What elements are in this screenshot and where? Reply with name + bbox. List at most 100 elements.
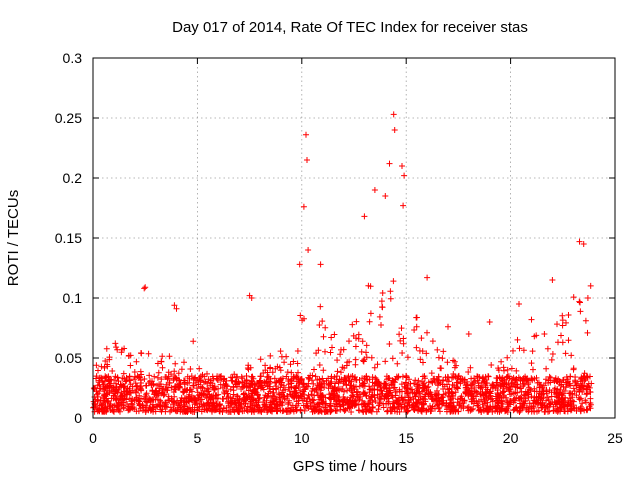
y-tick-label: 0 [74,410,82,426]
data-point [360,357,367,364]
data-point [434,401,441,408]
data-point [379,290,386,296]
data-point [313,386,320,393]
data-point [231,401,238,408]
data-point [378,298,385,305]
data-point [477,391,484,398]
data-point [435,405,442,412]
data-point [534,379,541,386]
data-point [403,373,410,380]
data-point [386,160,393,167]
data-point [554,386,561,392]
chart-title: Day 017 of 2014, Rate Of TEC Index for r… [172,19,528,36]
data-point [545,377,552,384]
x-tick-label: 5 [194,430,202,446]
data-point [577,299,583,306]
data-point [274,363,281,370]
data-point [504,366,511,373]
data-point [567,407,574,414]
data-point [334,368,341,375]
data-point [178,397,185,404]
data-point [487,404,494,411]
data-point [217,381,224,388]
data-point [514,336,521,343]
data-point [413,344,420,351]
data-point [359,375,366,382]
data-point [269,398,276,405]
data-point [317,408,324,414]
data-point [565,401,572,408]
data-point [480,374,486,381]
data-point [362,408,369,415]
data-point [265,390,272,397]
data-point [535,400,542,407]
data-point [461,376,468,383]
data-point [528,316,535,323]
data-point [548,389,555,396]
data-point [171,393,178,400]
data-point [454,379,461,386]
data-point [322,324,329,331]
data-point [300,203,307,210]
data-point [269,393,276,400]
data-point [460,400,467,406]
data-point [385,398,392,405]
data-point [380,404,387,411]
data-point [126,373,133,380]
data-point [213,375,220,382]
data-point [573,392,580,399]
data-point [120,404,127,411]
data-point [114,402,121,409]
data-point [559,322,566,329]
data-point [134,373,141,379]
data-point [506,388,513,395]
data-point [512,383,519,390]
data-point [176,384,183,391]
data-point [121,345,128,352]
data-point [522,392,528,399]
data-point [267,352,274,359]
data-point [270,389,277,396]
data-point [227,386,234,393]
data-point [205,399,212,406]
data-point [329,344,335,351]
data-point [387,295,394,302]
data-point [587,282,594,289]
data-point [117,408,123,415]
data-point [445,323,451,330]
data-point [399,350,406,356]
data-point [290,358,297,365]
data-point [343,378,350,385]
data-point [209,380,216,387]
data-point [440,377,446,384]
data-point [374,391,381,398]
data-point [570,294,577,301]
data-point [93,375,99,382]
data-point [527,386,534,393]
data-point [404,389,411,396]
data-point [106,354,113,361]
data-point [128,398,135,405]
data-point [276,402,283,409]
data-point [166,379,173,386]
data-point [550,407,557,414]
data-point [394,398,401,405]
data-point [155,396,161,403]
data-point [221,375,228,382]
data-point [207,405,214,412]
data-point [399,163,405,169]
data-point [561,388,568,394]
data-point [284,369,291,376]
data-point [442,390,449,397]
data-point [437,408,443,415]
data-point [448,374,455,381]
data-point [296,261,303,268]
data-point [496,394,503,401]
data-point [119,382,126,389]
data-point [443,399,450,406]
data-point [480,392,487,398]
data-point [467,407,474,414]
data-point [359,338,366,345]
data-point [301,407,308,414]
data-point [566,380,573,387]
